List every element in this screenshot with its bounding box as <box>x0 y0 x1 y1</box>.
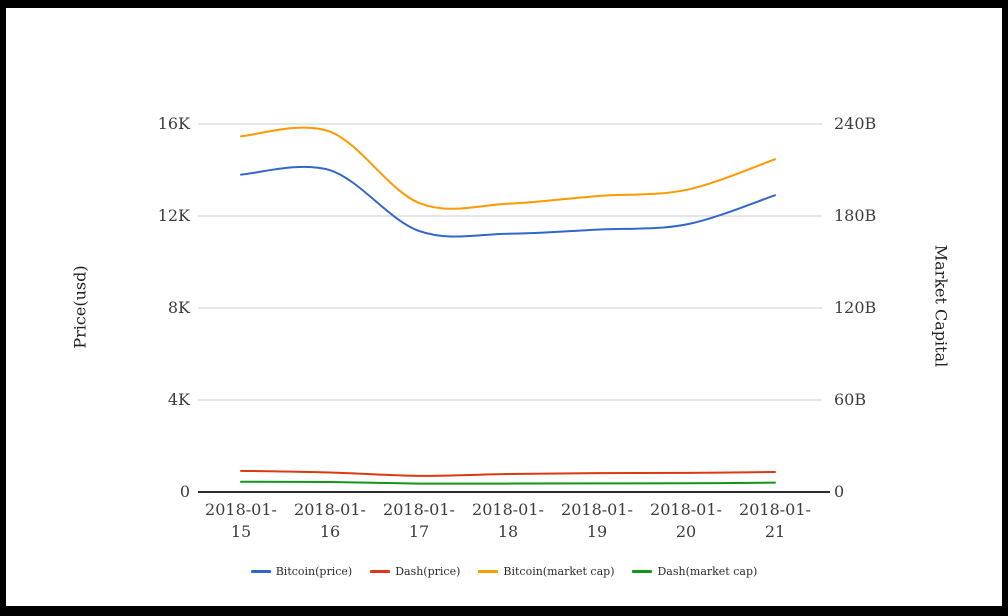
left-axis-tick: 12K <box>157 206 190 225</box>
x-axis-label: 2018-01- 15 <box>205 500 277 541</box>
right-axis-tick: 120B <box>834 298 877 317</box>
x-axis-label: 2018-01- 21 <box>739 500 811 541</box>
legend-item-dash-market-cap-[interactable]: Dash(market cap) <box>632 565 757 578</box>
legend-line-icon <box>370 570 391 573</box>
x-axis-label: 2018-01- 17 <box>383 500 455 541</box>
legend-item-dash-price-[interactable]: Dash(price) <box>370 565 460 578</box>
legend-line-icon <box>478 570 499 573</box>
right-axis-tick: 60B <box>834 390 867 409</box>
legend-label: Bitcoin(market cap) <box>503 565 615 578</box>
x-axis-label: 2018-01- 19 <box>561 500 633 541</box>
legend-label: Bitcoin(price) <box>275 565 353 578</box>
legend-label: Dash(price) <box>395 565 461 578</box>
x-axis-label: 2018-01- 20 <box>650 500 722 541</box>
left-axis-tick: 4K <box>167 390 190 409</box>
series-line-bitcoin-price- <box>240 165 776 238</box>
series-line-dash-market-cap- <box>240 480 776 485</box>
legend-item-bitcoin-price-[interactable]: Bitcoin(price) <box>250 565 353 578</box>
legend-line-icon <box>632 570 653 573</box>
left-axis-tick: 8K <box>167 298 190 317</box>
x-axis-label: 2018-01- 18 <box>472 500 544 541</box>
legend-item-bitcoin-market-cap-[interactable]: Bitcoin(market cap) <box>478 565 614 578</box>
legend-line-icon <box>250 570 271 573</box>
x-axis-label: 2018-01- 16 <box>294 500 366 541</box>
right-axis-tick: 240B <box>834 114 877 133</box>
series-line-dash-price- <box>240 469 776 477</box>
legend-label: Dash(market cap) <box>657 565 758 578</box>
right-axis-tick: 180B <box>834 206 877 225</box>
series-line-bitcoin-market-cap- <box>240 126 776 210</box>
left-axis-tick: 16K <box>157 114 190 133</box>
left-axis-tick: 0 <box>179 482 190 501</box>
right-axis-title: Market Capital <box>931 244 951 368</box>
chart-legend: Bitcoin(price) Dash(price) Bitcoin(market … <box>0 565 1008 578</box>
right-axis-tick: 0 <box>834 482 845 501</box>
